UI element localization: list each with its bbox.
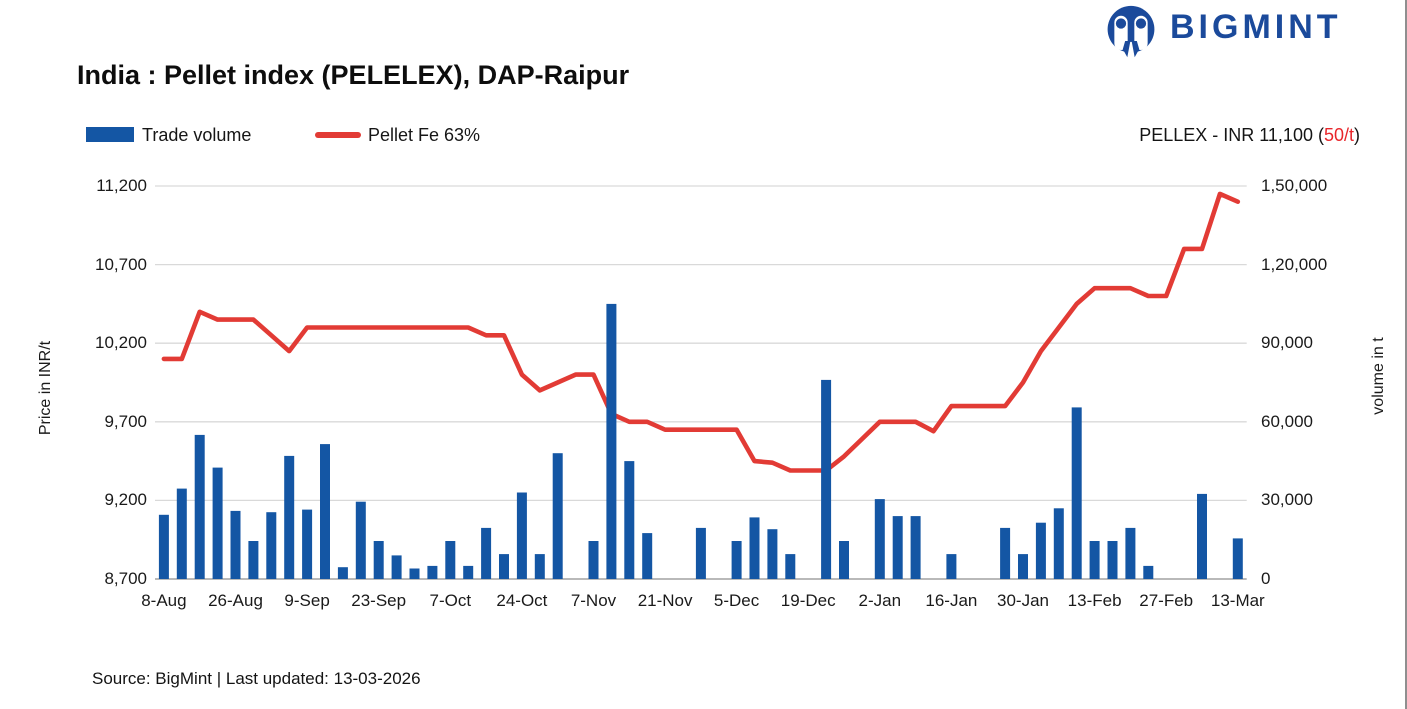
volume-bar[interactable] xyxy=(499,554,509,579)
volume-bar[interactable] xyxy=(266,512,277,579)
x-tick-label: 7-Oct xyxy=(429,591,472,610)
volume-bar[interactable] xyxy=(624,461,635,579)
bigmint-logo-icon xyxy=(1107,5,1155,58)
x-tick-label: 24-Oct xyxy=(496,591,548,610)
volume-bar[interactable] xyxy=(158,514,169,579)
volume-bar[interactable] xyxy=(1232,538,1243,579)
volume-bar[interactable] xyxy=(642,533,653,579)
source-note: Source: BigMint | Last updated: 13-03-20… xyxy=(92,669,421,688)
volume-bar[interactable] xyxy=(320,444,330,579)
x-tick-label: 7-Nov xyxy=(570,591,617,610)
pellex-current-value: PELLEX - INR 11,100 (50/t) xyxy=(1139,125,1360,146)
x-tick-label: 13-Mar xyxy=(1210,591,1265,610)
volume-bar[interactable] xyxy=(606,303,617,579)
x-tick-label: 27-Feb xyxy=(1139,591,1194,610)
volume-bar[interactable] xyxy=(427,565,438,579)
volume-bar[interactable] xyxy=(409,568,420,580)
volume-bar[interactable] xyxy=(355,501,366,579)
x-tick-label: 2-Jan xyxy=(858,591,902,610)
bigmint-logo-text: BIGMINT xyxy=(1170,8,1342,46)
volume-bar[interactable] xyxy=(248,541,259,579)
volume-bar[interactable] xyxy=(731,541,742,579)
volume-bar[interactable] xyxy=(1018,554,1028,579)
volume-bar[interactable] xyxy=(749,517,760,579)
volume-bar[interactable] xyxy=(445,541,456,579)
volume-bar[interactable] xyxy=(337,567,348,579)
y-tick-right: 30,000 xyxy=(1261,490,1313,510)
y-tick-left: 10,200 xyxy=(95,333,147,353)
volume-bar[interactable] xyxy=(373,541,384,579)
y-tick-right: 60,000 xyxy=(1261,411,1313,431)
volume-bar[interactable] xyxy=(212,467,223,579)
legend-item-pellet-fe: Pellet Fe 63% xyxy=(368,125,481,145)
y-tick-right: 1,50,000 xyxy=(1261,176,1328,195)
volume-bar[interactable] xyxy=(481,527,492,579)
volume-bar[interactable] xyxy=(176,488,187,579)
volume-bar[interactable] xyxy=(516,492,527,580)
volume-bar[interactable] xyxy=(910,516,921,579)
y-tick-left: 8,700 xyxy=(104,569,147,588)
y-tick-left: 11,200 xyxy=(96,176,147,195)
y-tick-left: 9,200 xyxy=(104,490,147,510)
volume-bar[interactable] xyxy=(534,554,545,579)
page-title: India : Pellet index (PELELEX), DAP-Raip… xyxy=(77,60,630,90)
trade-volume-swatch xyxy=(86,127,134,142)
volume-bar[interactable] xyxy=(1000,527,1011,579)
volume-bar[interactable] xyxy=(1053,508,1064,579)
x-tick-label: 8-Aug xyxy=(141,591,187,610)
volume-bar[interactable] xyxy=(463,565,474,579)
pellex-paren-open: ( xyxy=(1317,125,1324,145)
y-tick-left: 10,700 xyxy=(95,254,147,274)
pellex-paren-close: ) xyxy=(1354,125,1360,145)
volume-bar[interactable] xyxy=(767,529,778,579)
volume-bar[interactable] xyxy=(785,554,796,579)
pellex-change-value: 50/t xyxy=(1323,125,1354,145)
volume-bar[interactable] xyxy=(391,555,402,579)
volume-bar[interactable] xyxy=(194,434,205,579)
x-tick-label: 16-Jan xyxy=(925,591,978,610)
y-tick-right: 90,000 xyxy=(1261,333,1313,353)
x-tick-label: 21-Nov xyxy=(637,591,693,610)
volume-bar[interactable] xyxy=(1107,541,1118,579)
volume-bar[interactable] xyxy=(1125,527,1136,579)
pellex-value-text: PELLEX - INR 11,100 xyxy=(1139,125,1318,145)
pellet-fe-line-swatch xyxy=(315,132,361,138)
volume-bar[interactable] xyxy=(1143,565,1154,579)
x-tick-label: 30-Jan xyxy=(997,591,1049,610)
volume-bar[interactable] xyxy=(946,554,957,579)
volume-bar[interactable] xyxy=(839,541,849,579)
x-tick-label: 19-Dec xyxy=(780,591,836,610)
volume-bar[interactable] xyxy=(874,499,885,579)
legend-item-trade-volume: Trade volume xyxy=(142,125,252,145)
volume-bar[interactable] xyxy=(302,509,313,579)
volume-bar[interactable] xyxy=(552,453,563,579)
volume-bar[interactable] xyxy=(284,455,295,579)
x-tick-label: 26-Aug xyxy=(208,591,263,610)
x-tick-label: 13-Feb xyxy=(1067,591,1122,610)
x-tick-label: 23-Sep xyxy=(351,591,407,610)
volume-bar[interactable] xyxy=(1197,493,1207,579)
volume-bar[interactable] xyxy=(892,516,903,579)
volume-bar[interactable] xyxy=(1035,522,1046,579)
y-tick-right: 1,20,000 xyxy=(1261,254,1328,274)
volume-bar[interactable] xyxy=(1071,407,1082,579)
volume-bar[interactable] xyxy=(1089,541,1100,579)
x-tick-label: 5-Dec xyxy=(713,591,760,610)
price-line-pellet-fe63[interactable] xyxy=(161,191,1241,473)
y-tick-left: 9,700 xyxy=(104,411,147,431)
x-tick-label: 9-Sep xyxy=(284,591,330,610)
volume-bar[interactable] xyxy=(821,379,832,579)
right-axis-title: volume in t xyxy=(1370,337,1387,415)
volume-bar[interactable] xyxy=(588,541,599,579)
y-tick-right: 0 xyxy=(1261,569,1271,588)
volume-bar[interactable] xyxy=(695,527,706,579)
volume-bar[interactable] xyxy=(230,510,241,579)
